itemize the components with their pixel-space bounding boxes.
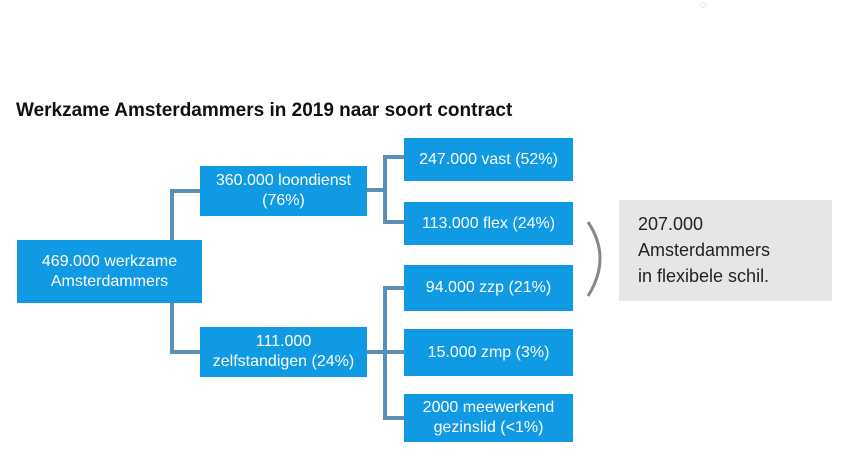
loondienst-box: 360.000 loondienst (76%) — [200, 166, 367, 216]
note-line-2: Amsterdammers — [638, 240, 771, 260]
connector-zelfstandigen-to-zzp — [367, 286, 404, 354]
leaf-gezinslid-line-2: gezinslid (<1%) — [433, 419, 544, 436]
root-box: 469.000 werkzame Amsterdammers — [17, 240, 202, 303]
loondienst-line-2: (76%) — [262, 192, 305, 209]
loondienst-line-1: 360.000 loondienst — [215, 172, 352, 189]
flex-bracket — [586, 221, 602, 297]
root-line-2: Amsterdammers — [50, 272, 169, 290]
leaf-zmp: 15.000 zmp (3%) — [404, 329, 573, 376]
note-line-3: in flexibele schil. — [638, 266, 770, 286]
connector-loondienst-to-vast — [367, 155, 404, 192]
leaf-vast-label: 247.000 vast (52%) — [419, 150, 558, 168]
leaf-zzp-label: 94.000 zzp (21%) — [425, 279, 552, 296]
zelfstandigen-box: 111.000 zelfstandigen (24%) — [200, 327, 367, 377]
connector-root-to-zelfstandigen — [170, 303, 200, 354]
leaf-zmp-label: 15.000 zmp (3%) — [427, 343, 550, 361]
leaf-vast: 247.000 vast (52%) — [404, 138, 573, 181]
connector-loondienst-to-flex — [383, 190, 404, 224]
connector-root-to-loondienst — [170, 189, 200, 240]
leaf-gezinslid-line-1: 2000 meewerkend — [422, 399, 555, 416]
leaf-flex: 113.000 flex (24%) — [404, 202, 573, 245]
leaf-flex-label: 113.000 flex (24%) — [421, 214, 556, 232]
connector-zelfstandigen-to-gezinslid — [383, 352, 404, 420]
leaf-zzp: 94.000 zzp (21%) — [404, 265, 573, 311]
zelfstandigen-line-2: zelfstandigen (24%) — [212, 353, 355, 370]
leaf-gezinslid: 2000 meewerkend gezinslid (<1%) — [404, 394, 573, 442]
flex-note-box: 207.000 Amsterdammers in flexibele schil… — [619, 200, 832, 301]
zelfstandigen-line-1: 111.000 — [255, 333, 312, 350]
root-line-1: 469.000 werkzame — [41, 252, 178, 270]
diagram-title: Werkzame Amsterdammers in 2019 naar soor… — [16, 100, 513, 121]
note-line-1: 207.000 — [638, 214, 704, 234]
decorative-dot — [700, 2, 706, 8]
